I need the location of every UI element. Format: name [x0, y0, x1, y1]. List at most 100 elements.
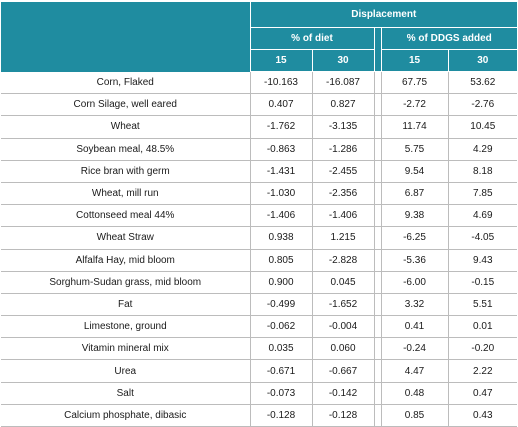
ddgs-30-cell: -0.20 — [448, 337, 518, 361]
diet-30-cell: -16.087 — [312, 71, 375, 95]
ddgs-15-cell: 4.47 — [381, 359, 449, 383]
ddgs-30-cell: -4.05 — [448, 226, 518, 250]
table-row: Calcium phosphate, dibasic -0.128 -0.128 0.… — [1, 404, 518, 427]
diet-15-cell: 0.938 — [250, 226, 313, 250]
separator-cell — [374, 404, 382, 427]
ingredient-cell: Fat — [1, 293, 251, 317]
table-row: Corn, Flaked -10.163 -16.087 67.75 53.62 — [1, 71, 518, 95]
diet-15-cell: -1.406 — [250, 204, 313, 228]
ingredient-cell: Wheat — [1, 115, 251, 139]
separator-cell — [374, 182, 382, 206]
table-body: Corn, Flaked -10.163 -16.087 67.75 53.62 Corn… — [1, 71, 518, 427]
ddgs-30-cell: 8.18 — [448, 160, 518, 183]
separator-cell — [374, 271, 382, 294]
diet-15-cell: -1.030 — [250, 182, 313, 206]
percent-of-diet-header: % of diet — [250, 27, 375, 50]
ddgs-30-cell: -2.76 — [448, 93, 518, 117]
ingredient-cell: Corn Silage, well eared — [1, 93, 251, 117]
table-row: Wheat Straw 0.938 1.215 -6.25 -4.05 — [1, 226, 518, 250]
ddgs-15-cell: 9.38 — [381, 204, 449, 228]
ddgs-30-cell: 5.51 — [448, 293, 518, 317]
ingredient-cell: Wheat Straw — [1, 226, 251, 250]
separator-cell — [374, 115, 382, 139]
separator-cell — [374, 315, 382, 339]
ddgs-30-cell: 10.45 — [448, 115, 518, 139]
diet-15-cell: 0.900 — [250, 271, 313, 294]
ddgs-30-cell: 4.69 — [448, 204, 518, 228]
ddgs-30-cell: 53.62 — [448, 71, 518, 95]
diet-30-cell: -2.828 — [312, 249, 375, 272]
table-row: Rice bran with germ -1.431 -2.455 9.54 8.18 — [1, 160, 518, 183]
table-row: Limestone, ground -0.062 -0.004 0.41 0.01 — [1, 315, 518, 339]
separator-cell — [374, 359, 382, 383]
diet-30-cell: -0.004 — [312, 315, 375, 339]
ingredient-cell: Calcium phosphate, dibasic — [1, 404, 251, 427]
ddgs-15-cell: 0.48 — [381, 382, 449, 405]
ddgs-15-header: 15 — [381, 49, 449, 72]
separator-cell — [374, 138, 382, 161]
displacement-header: Displacement — [250, 2, 518, 28]
diet-30-cell: 0.045 — [312, 271, 375, 294]
separator-cell — [374, 160, 382, 183]
table-row: Cottonseed meal 44% -1.406 -1.406 9.38 4.69 — [1, 204, 518, 228]
diet-30-cell: -0.667 — [312, 359, 375, 383]
ingredient-cell: Soybean meal, 48.5% — [1, 138, 251, 161]
diet-15-cell: -0.073 — [250, 382, 313, 405]
percent-of-ddgs-header: % of DDGS added — [381, 27, 518, 50]
ddgs-30-cell: -0.15 — [448, 271, 518, 294]
table-row: Salt -0.073 -0.142 0.48 0.47 — [1, 382, 518, 405]
ingredient-cell: Salt — [1, 382, 251, 405]
ddgs-15-cell: 5.75 — [381, 138, 449, 161]
table-row: Fat -0.499 -1.652 3.32 5.51 — [1, 293, 518, 317]
header-separator — [374, 27, 382, 72]
table-row: Alfalfa Hay, mid bloom 0.805 -2.828 -5.36 9.… — [1, 249, 518, 272]
ddgs-15-cell: 0.85 — [381, 404, 449, 427]
separator-cell — [374, 382, 382, 405]
table-row: Corn Silage, well eared 0.407 0.827 -2.72 -2… — [1, 93, 518, 117]
ddgs-30-cell: 9.43 — [448, 249, 518, 272]
separator-cell — [374, 93, 382, 117]
ddgs-30-cell: 0.47 — [448, 382, 518, 405]
diet-15-cell: -0.499 — [250, 293, 313, 317]
ddgs-15-cell: 3.32 — [381, 293, 449, 317]
diet-30-cell: -0.142 — [312, 382, 375, 405]
ingredient-cell: Urea — [1, 359, 251, 383]
ddgs-30-header: 30 — [448, 49, 518, 72]
ddgs-15-cell: -6.25 — [381, 226, 449, 250]
ddgs-30-cell: 0.43 — [448, 404, 518, 427]
diet-30-cell: -2.455 — [312, 160, 375, 183]
ddgs-15-cell: -0.24 — [381, 337, 449, 361]
ingredient-cell: Limestone, ground — [1, 315, 251, 339]
ddgs-30-cell: 2.22 — [448, 359, 518, 383]
ddgs-30-cell: 7.85 — [448, 182, 518, 206]
diet-30-cell: -1.652 — [312, 293, 375, 317]
diet-30-cell: 0.827 — [312, 93, 375, 117]
table-row: Urea -0.671 -0.667 4.47 2.22 — [1, 359, 518, 383]
ddgs-15-cell: 0.41 — [381, 315, 449, 339]
ingredient-cell: Rice bran with germ — [1, 160, 251, 183]
separator-cell — [374, 204, 382, 228]
ingredient-cell: Vitamin mineral mix — [1, 337, 251, 361]
ingredient-cell: Alfalfa Hay, mid bloom — [1, 249, 251, 272]
table-row: Sorghum-Sudan grass, mid bloom 0.900 0.045… — [1, 271, 518, 294]
diet-15-cell: -1.431 — [250, 160, 313, 183]
ddgs-15-cell: 6.87 — [381, 182, 449, 206]
ingredient-cell: Wheat, mill run — [1, 182, 251, 206]
diet-15-header: 15 — [250, 49, 313, 72]
table-row: Vitamin mineral mix 0.035 0.060 -0.24 -0.20 — [1, 337, 518, 361]
ddgs-15-cell: 9.54 — [381, 160, 449, 183]
separator-cell — [374, 226, 382, 250]
ingredient-cell: Sorghum-Sudan grass, mid bloom — [1, 271, 251, 294]
ddgs-15-cell: 67.75 — [381, 71, 449, 95]
diet-15-cell: 0.805 — [250, 249, 313, 272]
diet-15-cell: -1.762 — [250, 115, 313, 139]
ddgs-15-cell: -6.00 — [381, 271, 449, 294]
diet-30-cell: -2.356 — [312, 182, 375, 206]
diet-15-cell: -10.163 — [250, 71, 313, 95]
diet-15-cell: -0.062 — [250, 315, 313, 339]
ingredient-header-cell — [1, 2, 251, 72]
table-row: Wheat -1.762 -3.135 11.74 10.45 — [1, 115, 518, 139]
ingredient-cell: Corn, Flaked — [1, 71, 251, 95]
diet-30-cell: -1.286 — [312, 138, 375, 161]
